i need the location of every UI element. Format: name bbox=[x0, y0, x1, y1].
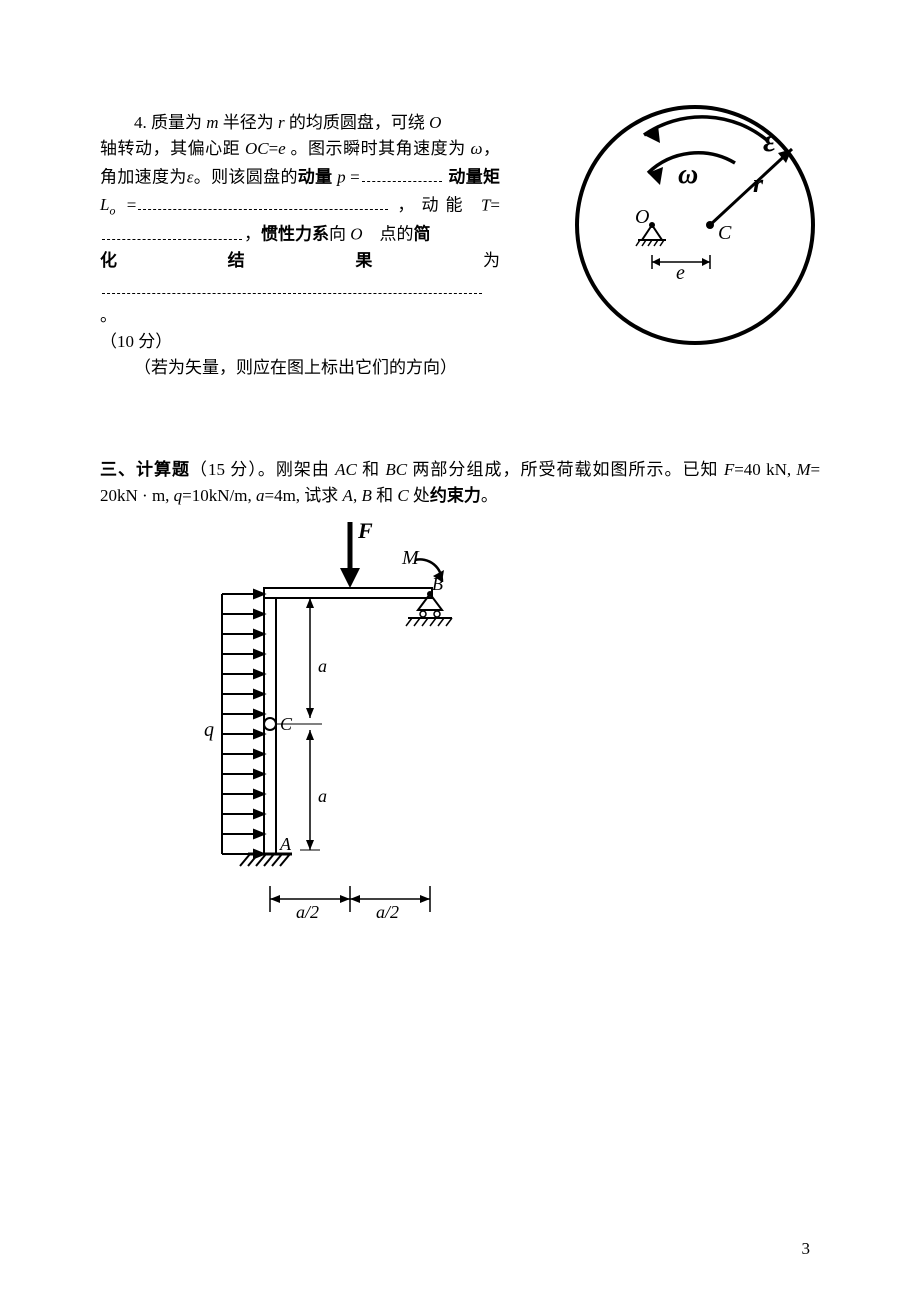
question-5-text: 三、计算题（15 分）。刚架由 AC 和 BC 两部分组成，所受荷载如图所示。已… bbox=[100, 457, 820, 510]
svg-text:a/2: a/2 bbox=[296, 902, 319, 922]
svg-text:q: q bbox=[204, 719, 214, 741]
q4-number: 4. bbox=[134, 113, 147, 132]
svg-text:M: M bbox=[401, 547, 420, 569]
q5-figure: F M B A C q a a a/2 a/2 bbox=[180, 514, 460, 934]
blank-inertia bbox=[102, 275, 482, 295]
blank-p bbox=[362, 163, 442, 183]
svg-text:C: C bbox=[280, 714, 293, 734]
q4-fig-label-C: C bbox=[718, 222, 732, 244]
svg-text:a: a bbox=[318, 656, 327, 676]
q4-fig-label-O: O bbox=[635, 206, 649, 228]
svg-text:a/2: a/2 bbox=[376, 902, 399, 922]
question-4-text: 4. 质量为 m 半径为 r 的均质圆盘，可绕 O 轴转动，其偏心距 OC=e … bbox=[100, 110, 500, 382]
svg-text:F: F bbox=[357, 518, 373, 543]
q4-fig-label-r: r bbox=[753, 169, 764, 198]
page-number: 3 bbox=[802, 1236, 811, 1262]
blank-t bbox=[102, 220, 242, 240]
blank-lo bbox=[138, 191, 388, 211]
svg-text:a: a bbox=[318, 786, 327, 806]
q4-figure: O C e r ω ε bbox=[560, 105, 830, 355]
question-4: 4. 质量为 m 半径为 r 的均质圆盘，可绕 O 轴转动，其偏心距 OC=e … bbox=[100, 110, 820, 382]
svg-text:A: A bbox=[279, 834, 292, 854]
q4-fig-label-e: e bbox=[676, 262, 685, 284]
svg-text:B: B bbox=[432, 574, 443, 594]
q4-fig-label-eps: ε bbox=[763, 122, 776, 158]
q4-fig-label-omega: ω bbox=[678, 159, 698, 190]
question-5: 三、计算题（15 分）。刚架由 AC 和 BC 两部分组成，所受荷载如图所示。已… bbox=[100, 457, 820, 935]
